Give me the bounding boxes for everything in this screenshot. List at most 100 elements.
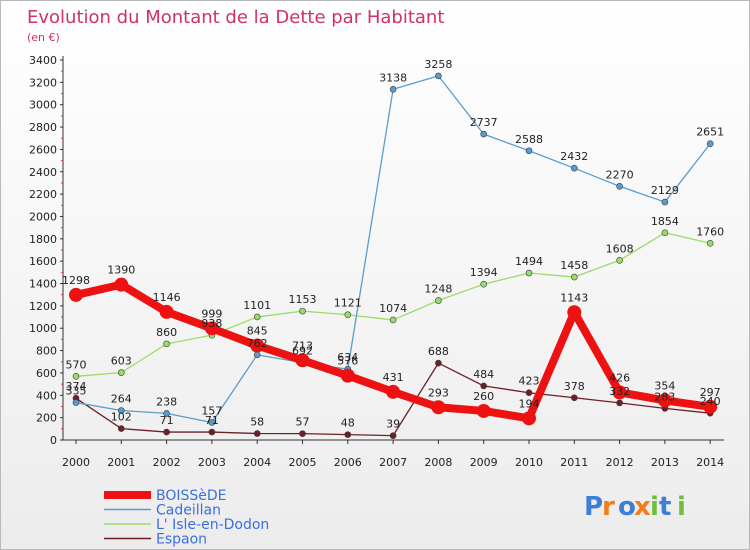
data-point bbox=[253, 313, 261, 321]
data-label: 1153 bbox=[289, 293, 317, 306]
data-label: 3258 bbox=[424, 58, 452, 71]
data-label: 1458 bbox=[560, 259, 588, 272]
data-point bbox=[163, 428, 170, 436]
data-point bbox=[208, 419, 216, 426]
data-label: 1390 bbox=[107, 264, 135, 277]
y-tick-label: 1800 bbox=[29, 233, 57, 246]
data-label: 260 bbox=[473, 390, 494, 403]
data-label: 426 bbox=[609, 371, 630, 384]
data-label: 264 bbox=[111, 392, 132, 405]
legend-label: L' Isle-en-Dodon bbox=[156, 517, 269, 533]
x-tick-label: 2007 bbox=[379, 456, 407, 469]
x-tick-label: 2002 bbox=[153, 456, 181, 469]
data-label: 2432 bbox=[560, 150, 588, 163]
data-point bbox=[159, 304, 174, 319]
data-point bbox=[118, 369, 125, 376]
proxiti-logo: Pr ox i t i bbox=[584, 492, 686, 522]
y-tick-label: 1400 bbox=[29, 278, 57, 291]
data-label: 570 bbox=[66, 358, 87, 371]
data-point bbox=[661, 198, 669, 206]
data-point bbox=[72, 399, 80, 406]
data-label: 860 bbox=[156, 326, 177, 339]
y-tick-label: 2600 bbox=[29, 143, 57, 156]
data-label: 194 bbox=[519, 397, 540, 410]
data-label: 1298 bbox=[62, 274, 90, 287]
data-point bbox=[118, 407, 125, 414]
data-point bbox=[435, 359, 442, 367]
y-tick-label: 2000 bbox=[29, 210, 57, 223]
y-tick-label: 2200 bbox=[29, 188, 57, 201]
data-label: 3138 bbox=[379, 71, 407, 84]
logo-letter: r bbox=[602, 492, 615, 522]
y-tick-label: 800 bbox=[36, 345, 57, 358]
data-label: 999 bbox=[201, 307, 222, 320]
data-point bbox=[703, 399, 718, 414]
data-label: 293 bbox=[428, 386, 449, 399]
data-label: 2270 bbox=[606, 168, 634, 181]
data-point bbox=[435, 297, 442, 304]
data-point bbox=[114, 277, 129, 292]
data-label: 374 bbox=[66, 380, 87, 393]
x-tick-label: 2004 bbox=[243, 456, 271, 469]
y-tick-label: 3200 bbox=[29, 76, 57, 89]
data-point bbox=[570, 164, 578, 172]
data-point bbox=[706, 140, 714, 148]
data-label: 431 bbox=[383, 371, 404, 384]
data-point bbox=[253, 351, 261, 359]
logo-letter: i bbox=[650, 492, 659, 522]
y-tick-label: 2800 bbox=[29, 121, 57, 134]
data-labels: 374 102 71 71 58 57 48 39 688 484 423 378 332 283 240 5… bbox=[62, 58, 724, 431]
x-tick-label: 2011 bbox=[560, 456, 588, 469]
data-label: 1608 bbox=[606, 242, 634, 255]
y-tick-label: 1600 bbox=[29, 255, 57, 268]
data-point bbox=[163, 340, 170, 348]
data-point bbox=[389, 85, 397, 93]
data-label: 48 bbox=[341, 417, 355, 430]
x-tick-label: 2003 bbox=[198, 456, 226, 469]
logo-letter: o bbox=[618, 492, 636, 522]
data-point bbox=[616, 399, 623, 407]
data-point bbox=[476, 403, 491, 418]
data-label: 39 bbox=[386, 418, 400, 431]
y-tick-label: 3400 bbox=[29, 54, 57, 67]
x-tick-label: 2010 bbox=[515, 456, 543, 469]
data-point bbox=[657, 393, 672, 408]
data-label: 1146 bbox=[153, 291, 181, 304]
data-point bbox=[118, 425, 125, 432]
x-tick-label: 2001 bbox=[107, 456, 135, 469]
x-tick-label: 2005 bbox=[289, 456, 317, 469]
data-point bbox=[250, 338, 265, 353]
data-label: 634 bbox=[337, 351, 358, 364]
data-point bbox=[208, 428, 216, 436]
data-label: 938 bbox=[201, 317, 222, 330]
x-tick-label: 2013 bbox=[651, 456, 679, 469]
chart-title: Evolution du Montant de la Dette par Hab… bbox=[27, 7, 444, 28]
data-label: 692 bbox=[292, 345, 313, 358]
data-label: 2129 bbox=[651, 184, 679, 197]
data-label: 2588 bbox=[515, 133, 543, 146]
data-point bbox=[299, 430, 306, 437]
data-label: 1248 bbox=[424, 283, 452, 296]
y-tick-label: 200 bbox=[36, 412, 57, 425]
x-tick-label: 2000 bbox=[62, 456, 90, 469]
data-point bbox=[340, 368, 355, 383]
data-point bbox=[480, 382, 488, 390]
y-tick-label: 0 bbox=[50, 434, 57, 447]
data-point bbox=[386, 384, 401, 399]
data-label: 157 bbox=[201, 404, 222, 417]
data-label: 2737 bbox=[470, 116, 498, 129]
data-label: 71 bbox=[205, 414, 219, 427]
data-point bbox=[435, 72, 442, 80]
data-label: 238 bbox=[156, 395, 177, 408]
data-label: 57 bbox=[296, 416, 310, 429]
logo-letter: x bbox=[634, 492, 651, 522]
data-label: 423 bbox=[519, 375, 540, 388]
data-label: 58 bbox=[250, 416, 264, 429]
data-label: 576 bbox=[337, 355, 358, 368]
y-tick-label: 1000 bbox=[29, 322, 57, 335]
data-point bbox=[525, 269, 533, 277]
x-tick-label: 2014 bbox=[696, 456, 724, 469]
data-point bbox=[389, 316, 397, 324]
